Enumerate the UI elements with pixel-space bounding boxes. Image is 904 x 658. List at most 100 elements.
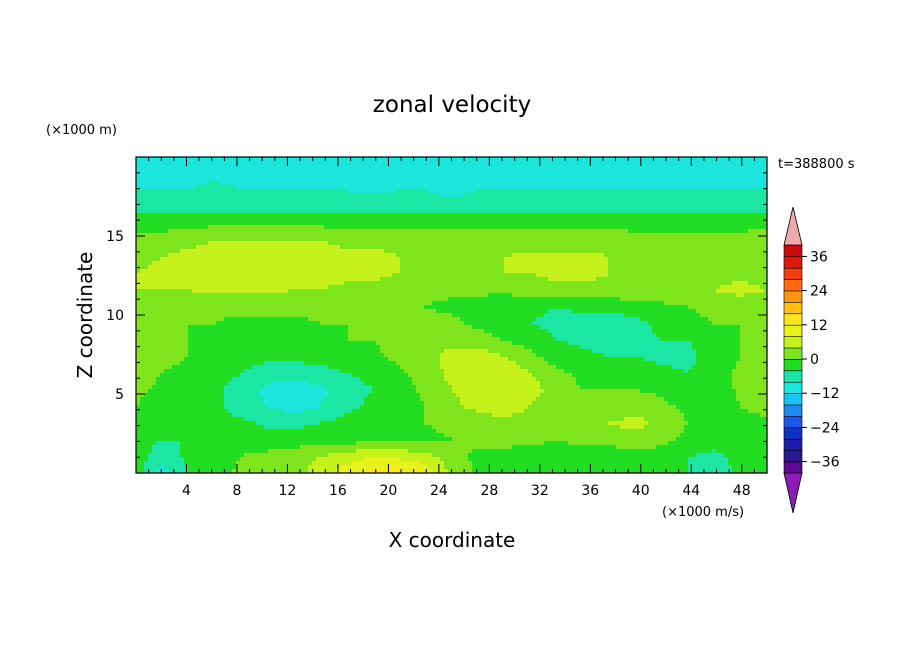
field-cell bbox=[604, 193, 609, 198]
field-cell bbox=[200, 241, 205, 246]
field-cell bbox=[344, 161, 349, 166]
field-cell bbox=[620, 201, 625, 206]
field-cell bbox=[332, 221, 337, 226]
field-cell bbox=[236, 241, 241, 246]
field-cell bbox=[636, 249, 641, 254]
field-cell bbox=[580, 261, 585, 266]
field-cell bbox=[288, 161, 293, 166]
field-cell bbox=[696, 173, 701, 178]
field-cell bbox=[184, 253, 189, 258]
field-cell bbox=[440, 233, 445, 238]
field-cell bbox=[328, 185, 333, 190]
field-cell bbox=[356, 205, 361, 210]
field-cell bbox=[664, 233, 669, 238]
field-cell bbox=[548, 229, 553, 234]
field-cell bbox=[348, 165, 353, 170]
field-cell bbox=[628, 261, 633, 266]
field-cell bbox=[476, 249, 481, 254]
field-cell bbox=[632, 209, 637, 214]
field-cell bbox=[244, 241, 249, 246]
field-cell bbox=[580, 205, 585, 210]
field-cell bbox=[352, 181, 357, 186]
field-cell bbox=[180, 261, 185, 266]
field-cell bbox=[332, 265, 337, 270]
field-cell bbox=[504, 189, 509, 194]
field-cell bbox=[440, 269, 445, 274]
field-cell bbox=[240, 245, 245, 250]
field-cell bbox=[460, 185, 465, 190]
field-cell bbox=[172, 161, 177, 166]
field-cell bbox=[200, 253, 205, 258]
field-cell bbox=[552, 229, 557, 234]
field-cell bbox=[448, 269, 453, 274]
field-cell bbox=[188, 281, 193, 286]
field-cell bbox=[508, 201, 513, 206]
field-cell bbox=[616, 205, 621, 210]
field-cell bbox=[496, 225, 501, 230]
field-cell bbox=[480, 273, 485, 278]
field-cell bbox=[720, 265, 725, 270]
field-cell bbox=[384, 237, 389, 242]
field-cell bbox=[416, 213, 421, 218]
field-cell bbox=[492, 237, 497, 242]
field-cell bbox=[756, 197, 761, 202]
field-cell bbox=[696, 181, 701, 186]
field-cell bbox=[336, 269, 341, 274]
field-cell bbox=[136, 173, 141, 178]
field-cell bbox=[296, 229, 301, 234]
field-cell bbox=[480, 161, 485, 166]
field-cell bbox=[556, 205, 561, 210]
field-cell bbox=[332, 173, 337, 178]
field-cell bbox=[508, 189, 513, 194]
field-cell bbox=[260, 161, 265, 166]
field-cell bbox=[268, 165, 273, 170]
field-cell bbox=[356, 241, 361, 246]
field-cell bbox=[500, 225, 505, 230]
field-cell bbox=[512, 249, 517, 254]
field-cell bbox=[624, 201, 629, 206]
field-cell bbox=[668, 269, 673, 274]
field-cell bbox=[324, 181, 329, 186]
field-cell bbox=[220, 241, 225, 246]
field-cell bbox=[160, 185, 165, 190]
field-cell bbox=[640, 185, 645, 190]
field-cell bbox=[524, 237, 529, 242]
field-cell bbox=[552, 165, 557, 170]
field-cell bbox=[148, 273, 153, 278]
field-cell bbox=[332, 213, 337, 218]
field-cell bbox=[404, 253, 409, 258]
field-cell bbox=[408, 193, 413, 198]
field-cell bbox=[644, 233, 649, 238]
field-cell bbox=[676, 277, 681, 282]
field-cell bbox=[360, 241, 365, 246]
field-cell bbox=[420, 165, 425, 170]
field-cell bbox=[352, 209, 357, 214]
field-cell bbox=[700, 241, 705, 246]
field-cell bbox=[280, 257, 285, 262]
field-cell bbox=[180, 189, 185, 194]
field-cell bbox=[188, 165, 193, 170]
field-cell bbox=[272, 269, 277, 274]
field-cell bbox=[400, 197, 405, 202]
field-cell bbox=[720, 161, 725, 166]
field-cell bbox=[564, 197, 569, 202]
field-cell bbox=[616, 225, 621, 230]
field-cell bbox=[152, 237, 157, 242]
field-cell bbox=[136, 241, 141, 246]
field-cell bbox=[740, 173, 745, 178]
field-cell bbox=[440, 253, 445, 258]
field-cell bbox=[456, 165, 461, 170]
field-cell bbox=[656, 201, 661, 206]
field-cell bbox=[684, 245, 689, 250]
field-cell bbox=[420, 273, 425, 278]
field-cell bbox=[676, 269, 681, 274]
field-cell bbox=[556, 177, 561, 182]
field-cell bbox=[440, 229, 445, 234]
field-cell bbox=[488, 161, 493, 166]
field-cell bbox=[296, 241, 301, 246]
field-cell bbox=[320, 181, 325, 186]
field-cell bbox=[552, 201, 557, 206]
field-cell bbox=[312, 169, 317, 174]
field-cell bbox=[608, 269, 613, 274]
